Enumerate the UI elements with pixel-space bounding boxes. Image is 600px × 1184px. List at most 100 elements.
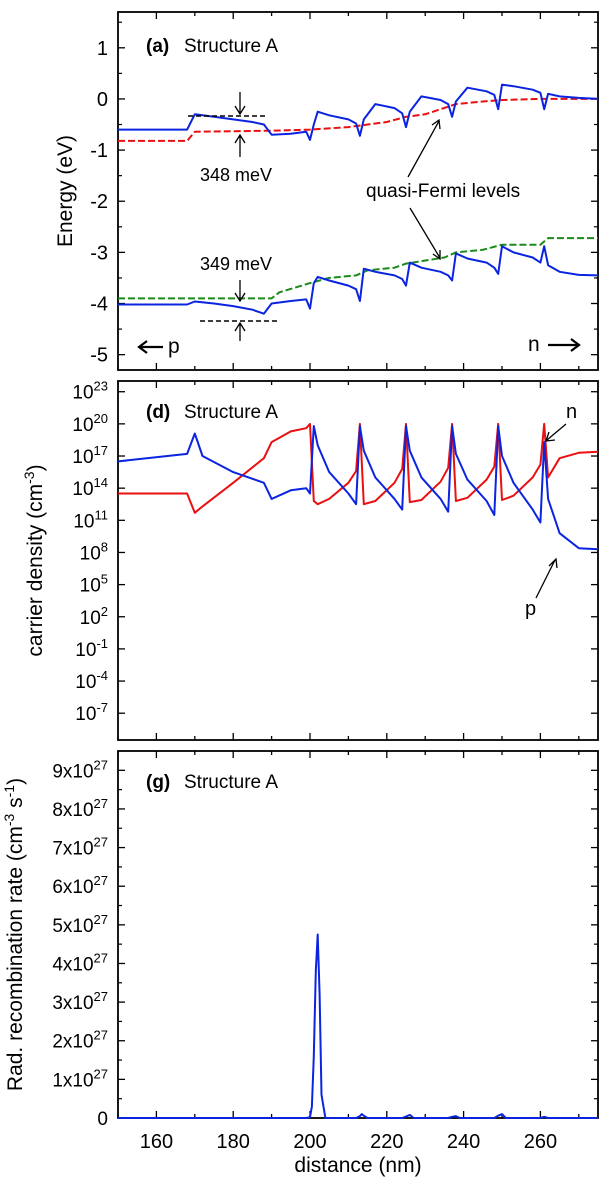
x-tick-label: 260: [524, 1131, 557, 1153]
y-tick-base: 10: [72, 383, 93, 404]
p-side-arrow: [137, 340, 163, 354]
panel-label: (g): [146, 772, 170, 793]
y-axis-label: carrier density (cm-3): [21, 464, 47, 656]
y-tick-exponent: -4: [96, 668, 108, 683]
y-tick-base: 10: [80, 608, 101, 629]
y-tick-base: 10: [72, 479, 93, 500]
y-tick-label: 5x1027: [52, 912, 108, 937]
y-tick-label: -5: [90, 345, 108, 367]
y-tick-label: 2x1027: [52, 1028, 108, 1053]
plot-frame: [117, 11, 599, 371]
y-tick-exponent: 8: [101, 539, 108, 554]
y-tick-base: 10: [75, 672, 96, 693]
y-tick-exponent: 14: [94, 475, 108, 490]
n-side-arrow: [548, 338, 581, 352]
delta-p-arrow-down: [234, 280, 246, 303]
y-tick-exponent: 17: [94, 443, 108, 458]
plot-frame: [117, 380, 599, 741]
p-side-label: p: [168, 335, 180, 358]
y-axis-label-close: ): [24, 464, 47, 471]
y-tick-label: 1: [97, 38, 108, 60]
panel-g: 9x10278x10277x10276x10275x10274x10273x10…: [1, 750, 599, 1177]
y-tick-label: 4x1027: [52, 950, 108, 975]
y-tick-label: -1: [90, 140, 108, 162]
y-tick-exponent: 27: [94, 1028, 108, 1043]
y-tick-mantissa: 3x10: [52, 993, 93, 1014]
delta-p-label: 349 meV: [200, 254, 272, 274]
panel-title: Structure A: [184, 402, 278, 423]
y-tick-exponent: 27: [94, 873, 108, 888]
plot-frame: [117, 750, 599, 1119]
y-tick-label: 10-4: [75, 668, 108, 693]
y-tick-label: 108: [80, 539, 108, 564]
recombination-rate-line: [118, 933, 598, 1119]
n-side-label: n: [528, 333, 540, 356]
y-tick-exponent: -7: [96, 700, 108, 715]
y-tick-label: -3: [90, 242, 108, 264]
panel-d: 1023102010171014101110810510210-110-410-…: [21, 379, 599, 741]
y-tick-label: 1011: [73, 507, 108, 532]
y-axis-label-close: ): [4, 778, 27, 785]
y-axis-label-sup2: -1: [1, 785, 17, 798]
y-tick-label: 1017: [72, 443, 108, 468]
fermi-arrow-lower: [409, 207, 441, 261]
y-axis-label: Rad. recombination rate (cm-3 s-1): [1, 778, 27, 1091]
fermi-levels-label: quasi-Fermi levels: [366, 181, 520, 202]
x-tick-label: 200: [293, 1131, 326, 1153]
y-tick-label: 9x1027: [52, 757, 108, 782]
y-tick-base: 10: [75, 640, 96, 661]
panel-a: 1 0 -1 -2 -3 -4 -5 Energy (eV) (a) Structure A 348…: [54, 11, 599, 371]
y-tick-exponent: 2: [101, 604, 108, 619]
y-tick-label: 10-1: [75, 636, 108, 661]
y-tick-base: 10: [75, 704, 96, 725]
y-tick-exponent: 27: [94, 912, 108, 927]
y-axis-label-text: carrier density (cm: [24, 484, 47, 657]
y-tick-mantissa: 7x10: [52, 839, 93, 860]
y-tick-base: 10: [72, 415, 93, 436]
y-axis-label-sup: -3: [21, 471, 37, 484]
y-tick-mantissa: 8x10: [52, 800, 93, 821]
p-label: p: [525, 598, 536, 620]
y-tick-base: 10: [80, 576, 101, 597]
y-tick-label: -4: [90, 294, 108, 316]
n-arrow: [545, 423, 567, 442]
y-tick-label: -2: [90, 191, 108, 213]
y-tick-exponent: -1: [96, 636, 108, 651]
conduction-band-line: [118, 83, 599, 141]
delta-p-arrow-up: [234, 321, 246, 341]
fermi-level-n-line: [118, 97, 598, 142]
panel-label: (a): [146, 36, 169, 57]
y-tick-mantissa: 6x10: [52, 877, 93, 898]
y-axis-label-text: Rad. recombination rate (cm: [4, 826, 27, 1091]
y-tick-label: 6x1027: [52, 873, 108, 898]
x-axis-label: distance (nm): [294, 1154, 421, 1177]
y-tick-exponent: 27: [94, 950, 108, 965]
y-tick-label: 0: [97, 89, 108, 111]
y-tick-base: 10: [73, 511, 94, 532]
y-tick-mantissa: 9x10: [52, 761, 93, 782]
n-label: n: [566, 401, 577, 423]
x-tick-label: 220: [370, 1131, 403, 1153]
y-tick-label: 7x1027: [52, 835, 108, 860]
y-tick-label: 0: [97, 1109, 108, 1130]
x-tick-label: 240: [447, 1131, 480, 1153]
y-axis-label-mid: s: [4, 797, 27, 813]
delta-n-arrow-up: [234, 133, 246, 157]
panel-title: Structure A: [184, 36, 278, 57]
y-tick-label: 102: [80, 604, 108, 629]
delta-n-arrow-down: [234, 92, 246, 116]
y-tick-label: 1020: [72, 411, 108, 436]
y-tick-exponent: 23: [94, 379, 108, 394]
y-axis-label: Energy (eV): [54, 135, 77, 247]
y-tick-exponent: 27: [94, 757, 108, 772]
y-tick-exponent: 27: [94, 796, 108, 811]
hole-density-line: [117, 425, 599, 551]
y-tick-exponent: 27: [94, 989, 108, 1004]
y-tick-label: 3x1027: [52, 989, 108, 1014]
y-tick-exponent: 20: [94, 411, 108, 426]
x-tick-label: 180: [217, 1131, 250, 1153]
y-axis-label-sup1: -3: [1, 813, 17, 826]
y-tick-label: 10-7: [75, 700, 108, 725]
valence-band-line: [118, 245, 599, 315]
p-arrow: [535, 557, 558, 599]
